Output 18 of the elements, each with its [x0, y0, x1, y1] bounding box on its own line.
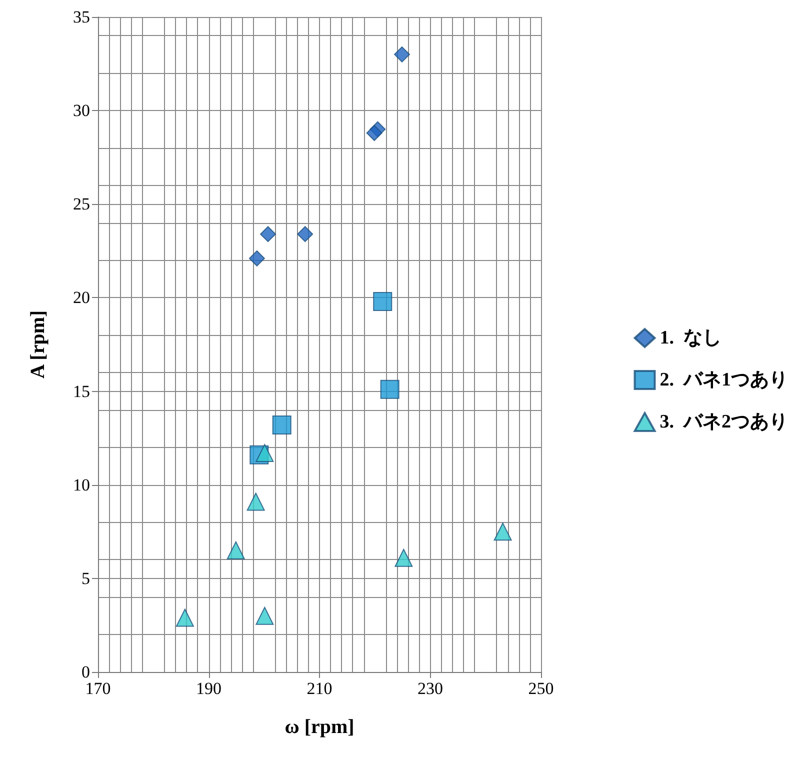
y-tick-label: 0	[82, 662, 90, 682]
legend-label: 3. バネ2つあり	[660, 412, 788, 432]
x-tick-label: 230	[418, 679, 443, 698]
y-tick-label: 15	[73, 382, 90, 401]
x-axis-title: ω [rpm]	[284, 716, 354, 738]
x-tick-label: 170	[85, 679, 111, 698]
y-tick-label: 35	[73, 8, 90, 26]
legend-label: 1. なし	[660, 328, 722, 348]
y-tick-label: 20	[73, 288, 90, 308]
y-tick-label: 25	[73, 194, 90, 214]
x-tick-label: 250	[528, 679, 554, 698]
y-tick-label: 5	[82, 568, 90, 588]
y-tick-label: 10	[73, 475, 90, 494]
x-tick-label: 210	[306, 679, 332, 698]
x-tick-label: 190	[196, 679, 222, 698]
y-axis-title: A [rpm]	[27, 310, 49, 379]
y-tick-label: 30	[73, 101, 90, 120]
legend-label: 2. バネ1つあり	[660, 370, 788, 390]
